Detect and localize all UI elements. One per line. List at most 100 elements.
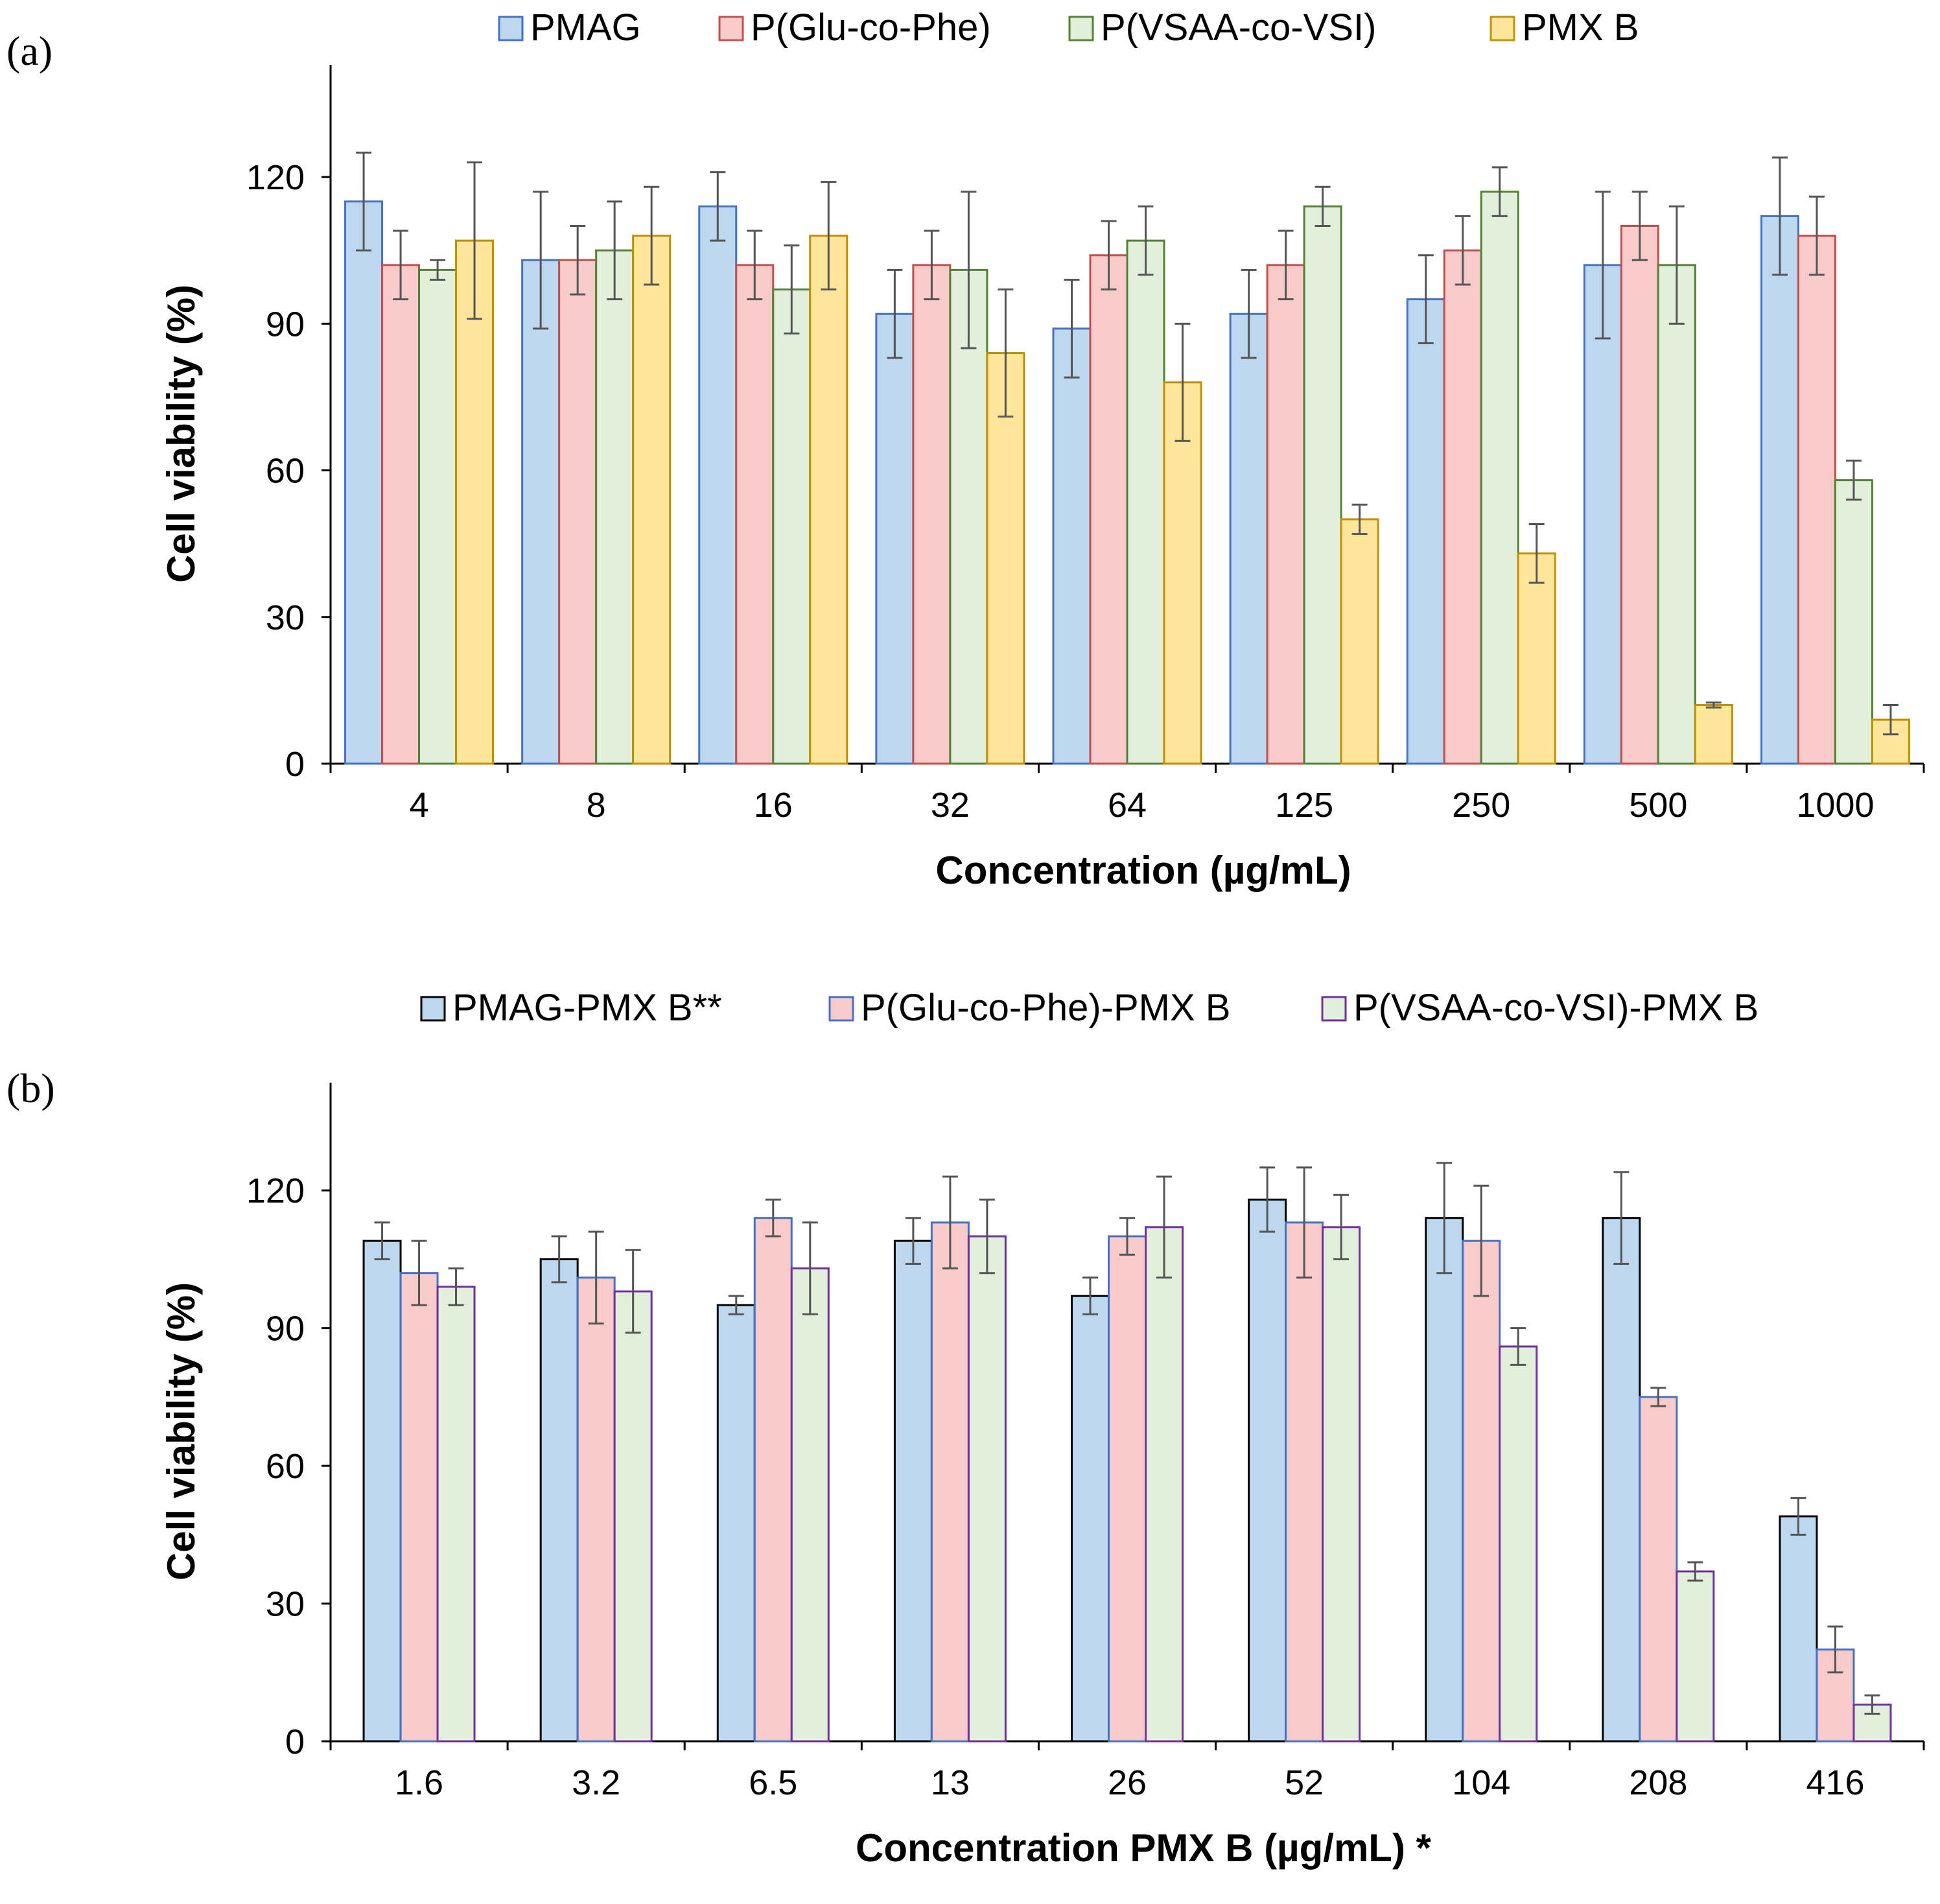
bar-4-125 (1340, 518, 1379, 765)
y-tick-label: 30 (266, 598, 305, 637)
x-tick-label: 16 (754, 786, 793, 825)
bar-4-8 (632, 235, 672, 765)
y-tick-label: 90 (266, 305, 305, 344)
bar-2-6.5 (753, 1217, 793, 1743)
x-tick-label: 8 (587, 786, 606, 825)
bar-3-3.2 (613, 1290, 653, 1743)
legend-swatch-4 (1490, 16, 1515, 41)
bar-3-26 (1145, 1226, 1184, 1743)
bar-2-4 (381, 264, 421, 765)
x-tick-label: 4 (410, 786, 429, 825)
legend-swatch-3 (1321, 996, 1347, 1022)
bar-2-16 (735, 264, 775, 765)
x-tick-label: 3.2 (572, 1763, 620, 1802)
panel-b: (b) PMAG-PMX B** P(Glu-co-Phe)-PMX B P(VSAA… (6, 987, 1925, 1870)
legend-label-2: P(Glu-co-Phe) (751, 6, 991, 49)
bar-4-16 (809, 235, 848, 765)
bar-2-64 (1089, 254, 1128, 765)
y-tick-label: 60 (266, 452, 305, 491)
legend-label-2: P(Glu-co-Phe)-PMX B (861, 987, 1230, 1029)
y-tick-label: 60 (266, 1447, 305, 1486)
bar-2-1.6 (399, 1272, 439, 1743)
bar-1-104 (1425, 1217, 1464, 1743)
x-tick-label: 26 (1108, 1763, 1147, 1802)
x-axis-title: Concentration PMX B (µg/mL) * (856, 1826, 1432, 1870)
x-tick-label: 125 (1275, 786, 1333, 825)
bar-2-52 (1285, 1221, 1324, 1743)
bar-3-32 (949, 268, 988, 765)
bar-2-125 (1266, 264, 1305, 765)
legend-label-3: P(VSAA-co-VSI)-PMX B (1353, 987, 1759, 1029)
bar-1-4 (344, 200, 384, 765)
y-tick-label: 90 (266, 1310, 305, 1348)
legend-label-1: PMAG-PMX B** (452, 987, 722, 1029)
x-tick-label: 6.5 (749, 1763, 797, 1802)
bar-2-1000 (1797, 235, 1836, 765)
bar-1-500 (1583, 264, 1622, 765)
x-tick-label: 52 (1285, 1763, 1324, 1802)
bar-1-6.5 (716, 1304, 756, 1743)
x-tick-label: 64 (1108, 786, 1147, 825)
panel-label: (a) (6, 28, 53, 74)
x-tick-label: 416 (1806, 1763, 1864, 1802)
bar-3-125 (1303, 205, 1342, 765)
legend-label-3: P(VSAA-co-VSI) (1101, 6, 1376, 49)
bar-3-64 (1126, 239, 1165, 765)
bar-2-26 (1108, 1235, 1147, 1743)
bar-1-250 (1406, 298, 1445, 765)
bar-1-125 (1229, 312, 1268, 765)
bar-3-6.5 (790, 1267, 830, 1743)
bar-1-64 (1052, 327, 1092, 765)
bar-2-104 (1462, 1240, 1501, 1743)
bar-1-8 (521, 259, 561, 765)
x-tick-label: 104 (1452, 1763, 1510, 1802)
y-tick-label: 30 (266, 1585, 305, 1624)
bar-1-13 (893, 1240, 933, 1743)
bar-1-1000 (1760, 215, 1799, 765)
bar-2-250 (1443, 249, 1482, 765)
y-tick-label: 120 (246, 158, 305, 197)
x-tick-label: 1.6 (395, 1763, 443, 1802)
bar-3-4 (418, 268, 458, 765)
bar-1-208 (1602, 1217, 1641, 1743)
bar-3-13 (967, 1235, 1007, 1743)
y-tick-label: 0 (285, 1722, 305, 1761)
panel-label: (b) (6, 1065, 55, 1111)
bar-3-500 (1657, 264, 1696, 765)
panel-a: (a) PMAG P(Glu-co-Phe) P(VSAA-co-VSI) PMX B 0… (6, 6, 1925, 892)
bar-1-1.6 (362, 1240, 402, 1743)
bar-4-64 (1163, 381, 1202, 765)
legend-swatch-3 (1068, 16, 1094, 41)
bar-2-500 (1620, 225, 1659, 765)
bar-3-104 (1499, 1345, 1538, 1743)
legend-swatch-2 (828, 996, 854, 1022)
bar-3-208 (1676, 1570, 1715, 1743)
legend-label-1: PMAG (530, 6, 641, 49)
bar-2-8 (558, 259, 598, 765)
x-tick-label: 250 (1452, 786, 1510, 825)
bar-2-208 (1639, 1396, 1678, 1743)
bar-4-4 (455, 239, 495, 765)
bar-1-3.2 (539, 1258, 579, 1743)
bar-2-32 (912, 264, 952, 765)
x-tick-label: 208 (1629, 1763, 1687, 1802)
x-tick-label: 500 (1629, 786, 1687, 825)
bar-1-26 (1071, 1295, 1110, 1743)
bar-3-1000 (1834, 479, 1873, 765)
bar-4-250 (1517, 552, 1556, 765)
bar-1-52 (1248, 1198, 1287, 1743)
legend-swatch-2 (718, 16, 744, 41)
legend-label-4: PMX B (1522, 6, 1639, 49)
bar-1-32 (875, 312, 915, 765)
y-axis-title: Cell viability (%) (159, 285, 203, 583)
x-tick-label: 32 (931, 786, 970, 825)
legend-swatch-1 (420, 996, 446, 1022)
bar-3-8 (595, 249, 635, 765)
bar-1-416 (1779, 1515, 1818, 1743)
bar-3-1.6 (436, 1286, 476, 1743)
bar-2-3.2 (576, 1276, 616, 1743)
y-tick-label: 120 (246, 1171, 305, 1210)
x-axis-title: Concentration (µg/mL) (935, 849, 1351, 892)
legend-swatch-1 (498, 16, 524, 41)
y-axis-title: Cell viability (%) (159, 1282, 203, 1581)
